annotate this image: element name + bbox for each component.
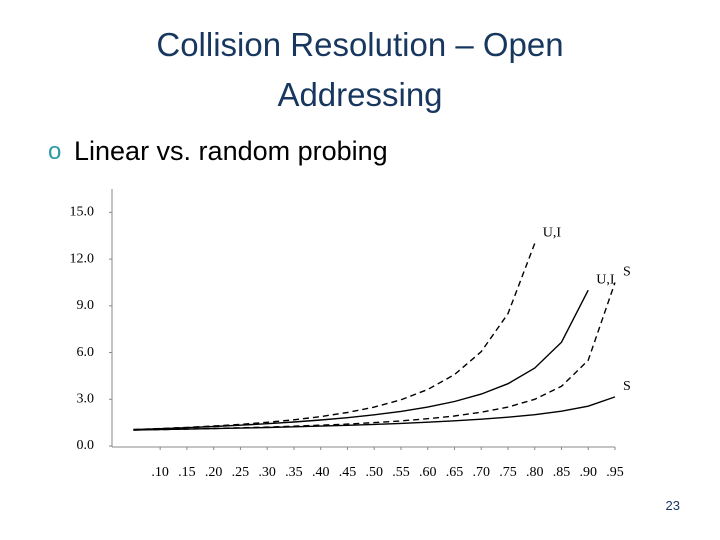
y-tick-label: 0.0 [77,438,95,453]
series-line [133,289,589,431]
x-tick-label: .65 [446,465,464,480]
slide-title: Collision Resolution – Open Addressing [156,26,564,113]
x-tick-label: .95 [606,465,624,480]
series-line [133,243,536,431]
x-tick-label: .90 [579,465,597,480]
x-tick-label: .40 [312,465,330,480]
y-tick-label: 15.0 [70,205,95,220]
x-tick-label: .50 [365,465,383,480]
series-label: S [623,265,631,280]
x-tick-label: .85 [553,465,571,480]
x-tick-label: .70 [472,465,490,480]
x-tick-label: .25 [232,465,250,480]
x-tick-label: .80 [526,465,544,480]
bullet-marker: o [48,138,62,165]
x-tick-label: .30 [258,465,276,480]
y-tick-label: 12.0 [70,251,95,266]
page-number: 23 [665,498,680,513]
x-tick-label: .35 [285,465,303,480]
series-label: U,I [596,272,615,287]
bullet-text: Linear vs. random probing [74,136,388,166]
series-label: U,I [543,226,562,241]
series-line [133,282,616,431]
x-tick-label: .75 [499,465,517,480]
x-tick-label: .55 [392,465,410,480]
x-tick-label: .45 [339,465,357,480]
series-line [133,396,616,431]
x-tick-label: .60 [419,465,437,480]
x-tick-label: .20 [205,465,223,480]
y-tick-label: 6.0 [77,345,95,360]
y-tick-label: 9.0 [77,298,95,313]
x-tick-label: .15 [178,465,196,480]
y-tick-label: 3.0 [77,391,95,406]
x-tick-label: .10 [151,465,169,480]
series-label: S [623,379,631,394]
